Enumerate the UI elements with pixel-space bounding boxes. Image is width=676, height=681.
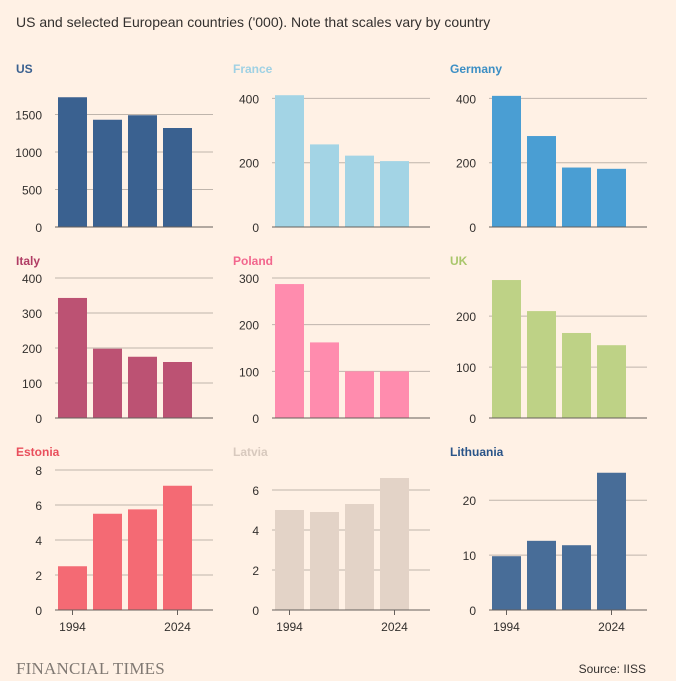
us-bar bbox=[58, 97, 87, 227]
france-title: France bbox=[233, 62, 273, 76]
lithuania-bar bbox=[492, 556, 521, 610]
us-y-tick-label: 0 bbox=[35, 221, 42, 235]
france-bar bbox=[345, 155, 374, 227]
italy-title: Italy bbox=[16, 254, 40, 268]
us-y-tick-label: 1500 bbox=[15, 109, 42, 123]
us-bar bbox=[128, 115, 157, 227]
latvia-y-tick-label: 0 bbox=[252, 604, 259, 618]
estonia-bar bbox=[163, 485, 192, 610]
france-y-tick-label: 0 bbox=[252, 221, 259, 235]
source-note: Source: IISS bbox=[578, 662, 646, 676]
germany-bar bbox=[492, 95, 521, 227]
uk-y-tick-label: 0 bbox=[469, 412, 476, 426]
germany-title: Germany bbox=[450, 62, 502, 76]
germany-y-tick-label: 200 bbox=[456, 157, 476, 171]
france-bar bbox=[275, 95, 304, 227]
us-y-tick-label: 500 bbox=[22, 184, 42, 198]
germany-y-tick-label: 400 bbox=[456, 92, 476, 106]
lithuania-y-tick-label: 20 bbox=[463, 494, 477, 508]
ft-logo: FINANCIAL TIMES bbox=[16, 659, 165, 678]
latvia-bar bbox=[380, 478, 409, 610]
poland-y-tick-label: 200 bbox=[239, 319, 259, 333]
uk-bar bbox=[597, 345, 626, 418]
italy-y-tick-label: 200 bbox=[22, 342, 42, 356]
latvia-y-tick-label: 6 bbox=[252, 484, 259, 498]
poland-bar bbox=[275, 284, 304, 418]
estonia-y-tick-label: 2 bbox=[35, 569, 42, 583]
estonia-y-tick-label: 4 bbox=[35, 534, 42, 548]
latvia-x-tick-label: 2024 bbox=[381, 620, 408, 634]
latvia-bar bbox=[275, 510, 304, 610]
uk-bar bbox=[527, 311, 556, 418]
estonia-x-tick-label: 1994 bbox=[59, 620, 86, 634]
poland-y-tick-label: 100 bbox=[239, 365, 259, 379]
italy-bar bbox=[128, 356, 157, 418]
lithuania-bar bbox=[562, 545, 591, 610]
italy-y-tick-label: 300 bbox=[22, 307, 42, 321]
latvia-title: Latvia bbox=[233, 445, 268, 459]
lithuania-bar bbox=[527, 540, 556, 610]
italy-bar bbox=[93, 348, 122, 418]
uk-bar bbox=[492, 280, 521, 418]
italy-y-tick-label: 100 bbox=[22, 377, 42, 391]
italy-y-tick-label: 400 bbox=[22, 272, 42, 286]
poland-bar bbox=[380, 371, 409, 418]
germany-y-tick-label: 0 bbox=[469, 221, 476, 235]
lithuania-x-tick-label: 2024 bbox=[598, 620, 625, 634]
germany-bar bbox=[527, 136, 556, 227]
italy-y-tick-label: 0 bbox=[35, 412, 42, 426]
chart-subtitle: US and selected European countries ('000… bbox=[16, 14, 491, 30]
latvia-x-tick-label: 1994 bbox=[276, 620, 303, 634]
lithuania-bar bbox=[597, 472, 626, 610]
estonia-bar bbox=[128, 509, 157, 610]
estonia-y-tick-label: 6 bbox=[35, 499, 42, 513]
us-bar bbox=[163, 128, 192, 227]
france-y-tick-label: 200 bbox=[239, 157, 259, 171]
estonia-y-tick-label: 8 bbox=[35, 464, 42, 478]
estonia-bar bbox=[58, 566, 87, 610]
us-y-tick-label: 1000 bbox=[15, 146, 42, 160]
france-y-tick-label: 400 bbox=[239, 92, 259, 106]
poland-y-tick-label: 300 bbox=[239, 272, 259, 286]
germany-bar bbox=[597, 168, 626, 227]
france-bar bbox=[380, 161, 409, 227]
latvia-y-tick-label: 4 bbox=[252, 524, 259, 538]
us-bar bbox=[93, 119, 122, 227]
estonia-title: Estonia bbox=[16, 445, 60, 459]
italy-bar bbox=[163, 362, 192, 418]
estonia-bar bbox=[93, 513, 122, 610]
italy-bar bbox=[58, 297, 87, 418]
uk-y-tick-label: 200 bbox=[456, 310, 476, 324]
estonia-x-tick-label: 2024 bbox=[164, 620, 191, 634]
poland-y-tick-label: 0 bbox=[252, 412, 259, 426]
poland-bar bbox=[345, 371, 374, 418]
latvia-y-tick-label: 2 bbox=[252, 564, 259, 578]
uk-title: UK bbox=[450, 254, 468, 268]
latvia-bar bbox=[310, 512, 339, 610]
latvia-bar bbox=[345, 504, 374, 610]
germany-bar bbox=[562, 167, 591, 227]
lithuania-y-tick-label: 10 bbox=[463, 549, 477, 563]
lithuania-title: Lithuania bbox=[450, 445, 504, 459]
lithuania-x-tick-label: 1994 bbox=[493, 620, 520, 634]
uk-bar bbox=[562, 332, 591, 418]
estonia-y-tick-label: 0 bbox=[35, 604, 42, 618]
uk-y-tick-label: 100 bbox=[456, 361, 476, 375]
poland-title: Poland bbox=[233, 254, 273, 268]
lithuania-y-tick-label: 0 bbox=[469, 604, 476, 618]
poland-bar bbox=[310, 342, 339, 418]
france-bar bbox=[310, 144, 339, 227]
us-title: US bbox=[16, 62, 33, 76]
